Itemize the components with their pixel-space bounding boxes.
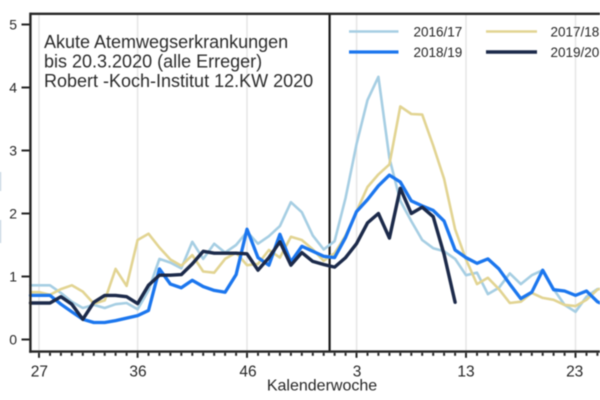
svg-text:4: 4 <box>9 80 17 96</box>
svg-text:2: 2 <box>9 206 17 222</box>
svg-text:0: 0 <box>9 332 17 348</box>
svg-text:2019/20: 2019/20 <box>551 45 600 60</box>
svg-text:36: 36 <box>129 364 146 381</box>
svg-text:bis 20.3.2020 (alle Erreger): bis 20.3.2020 (alle Erreger) <box>44 52 262 72</box>
svg-text:2018/19: 2018/19 <box>414 45 463 60</box>
svg-text:3: 3 <box>353 364 362 381</box>
svg-text:2016/17: 2016/17 <box>414 25 463 40</box>
svg-text:23: 23 <box>566 364 583 381</box>
svg-text:1: 1 <box>9 269 17 285</box>
svg-text:13: 13 <box>457 364 474 381</box>
svg-text:27: 27 <box>31 364 48 381</box>
svg-text:3: 3 <box>9 143 17 159</box>
svg-text:Robert -Koch-Institut 12.KW 20: Robert -Koch-Institut 12.KW 2020 <box>44 71 313 91</box>
svg-text:5: 5 <box>9 17 17 33</box>
svg-text:2017/18: 2017/18 <box>551 25 600 40</box>
svg-text:Akute Atemwegserkrankungen: Akute Atemwegserkrankungen <box>44 32 288 52</box>
svg-text:46: 46 <box>239 364 256 381</box>
svg-text:Kalenderwoche: Kalenderwoche <box>267 378 377 395</box>
